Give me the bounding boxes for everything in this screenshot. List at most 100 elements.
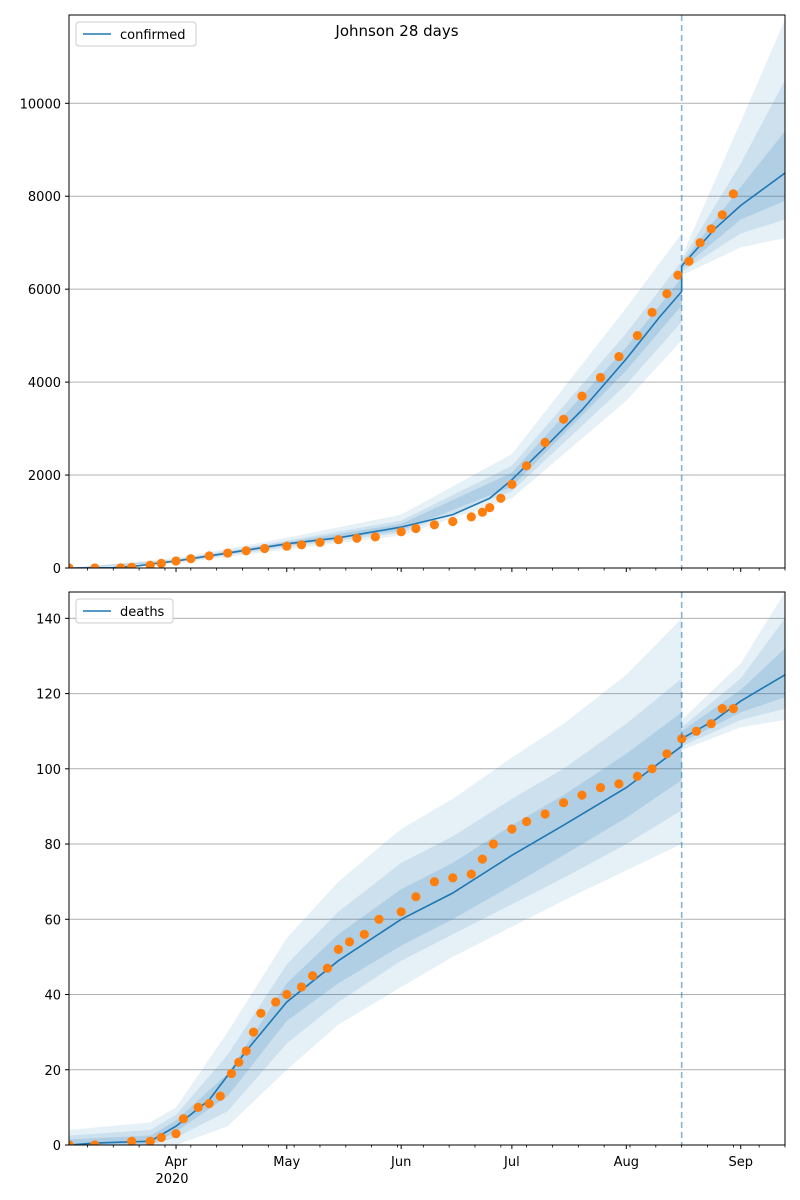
- axes-frame: [68, 591, 786, 1146]
- observed-point: [662, 749, 672, 759]
- observed-point: [241, 1046, 251, 1056]
- observed-point: [477, 507, 487, 517]
- observed-point: [673, 270, 683, 280]
- observed-point: [595, 372, 606, 383]
- observed-point: [411, 892, 421, 902]
- y-tick-label: 40: [44, 989, 61, 1004]
- observed-point: [215, 1091, 225, 1101]
- y-tick-label: 20: [44, 1064, 61, 1079]
- uncertainty-band-outer: [69, 19, 785, 568]
- observed-point: [359, 929, 369, 939]
- x-tick-label: May: [273, 1155, 300, 1170]
- observed-point: [677, 734, 687, 744]
- observed-point: [695, 238, 705, 248]
- x-tick-label: Jul: [503, 1155, 520, 1170]
- observed-point: [186, 554, 196, 564]
- observed-point: [466, 512, 476, 522]
- observed-point: [429, 877, 439, 887]
- uncertainty-band-inner: [69, 648, 785, 1145]
- observed-point: [308, 971, 318, 981]
- confirmed-panel: 0 2000 4000 6000 8000 10000 confirmed: [20, 14, 786, 577]
- uncertainty-band-outer: [69, 592, 785, 1145]
- observed-point: [156, 558, 166, 568]
- legend: deaths: [75, 598, 174, 624]
- observed-point: [577, 391, 587, 401]
- observed-point: [69, 563, 74, 568]
- observed-point: [632, 771, 643, 781]
- x-tick-label: Sep: [728, 1155, 753, 1170]
- observed-point: [374, 914, 384, 924]
- observed-point: [595, 783, 606, 793]
- observed-point: [717, 704, 727, 714]
- year-label: 2020: [155, 1172, 188, 1187]
- y-tick-label: 0: [53, 1139, 61, 1154]
- y-tick-label: 8000: [28, 190, 61, 205]
- observed-point: [127, 562, 137, 568]
- observed-point: [296, 540, 307, 550]
- y-tick-label: 6000: [28, 283, 61, 298]
- observed-point: [477, 854, 487, 864]
- observed-point: [256, 1008, 266, 1018]
- y-tick-label: 140: [36, 612, 61, 627]
- observed-point: [577, 790, 587, 800]
- observed-point: [411, 523, 421, 534]
- x-tick-label: Apr: [165, 1155, 188, 1170]
- observed-point: [396, 527, 406, 537]
- observed-point: [507, 479, 517, 489]
- legend-label: deaths: [120, 605, 165, 620]
- observed-point: [691, 726, 702, 736]
- observed-point: [466, 869, 476, 879]
- observed-point: [396, 907, 406, 917]
- observed-point: [282, 989, 292, 1000]
- observed-point: [260, 543, 270, 554]
- observed-point: [248, 1027, 259, 1037]
- observed-point: [333, 535, 343, 545]
- series-line-deaths: [69, 674, 785, 1145]
- observed-point: [522, 816, 532, 827]
- observed-point: [344, 937, 355, 947]
- observed-point: [193, 1102, 203, 1112]
- observed-point: [90, 563, 100, 568]
- observed-point: [522, 461, 532, 471]
- observed-point: [647, 764, 657, 774]
- legend-box: [75, 21, 197, 47]
- y-tick-label: 0: [53, 562, 61, 577]
- observed-point: [178, 1114, 188, 1124]
- observed-point: [204, 551, 214, 561]
- observed-point: [204, 1099, 214, 1109]
- observed-point: [333, 944, 343, 955]
- observed-point: [662, 289, 672, 299]
- observed-point: [614, 779, 624, 789]
- observed-point: [540, 809, 550, 819]
- uncertainty-band-middle: [69, 618, 785, 1145]
- observed-point: [241, 546, 251, 556]
- observed-point: [559, 798, 569, 808]
- observed-point: [171, 556, 181, 566]
- observed-point: [559, 414, 569, 424]
- observed-point: [507, 824, 517, 834]
- observed-point: [127, 1136, 137, 1145]
- observed-point: [223, 548, 233, 558]
- observed-point: [632, 331, 643, 341]
- y-tick-label: 100: [36, 763, 61, 778]
- observed-point: [271, 997, 281, 1007]
- observed-point: [282, 541, 292, 551]
- chart-title: Johnson 28 days: [334, 22, 458, 40]
- legend-label: confirmed: [120, 28, 186, 43]
- y-tick-label: 10000: [20, 97, 61, 112]
- y-tick-label: 4000: [28, 376, 61, 391]
- observed-point: [322, 963, 332, 973]
- uncertainty-band-middle: [69, 80, 785, 568]
- legend-box: [75, 598, 174, 624]
- plot-area: [69, 592, 785, 1145]
- observed-point: [614, 352, 624, 362]
- observed-point: [717, 210, 727, 220]
- observed-point: [706, 224, 716, 234]
- observed-point: [496, 493, 506, 503]
- observed-point: [234, 1057, 244, 1067]
- observed-point: [145, 1136, 155, 1145]
- x-tick-label: Aug: [614, 1155, 639, 1170]
- deaths-panel: 0 20 40 60 80 100 120 140 Apr May Jun Jul Aug Sep deat…: [36, 591, 786, 1170]
- observed-point: [448, 873, 458, 883]
